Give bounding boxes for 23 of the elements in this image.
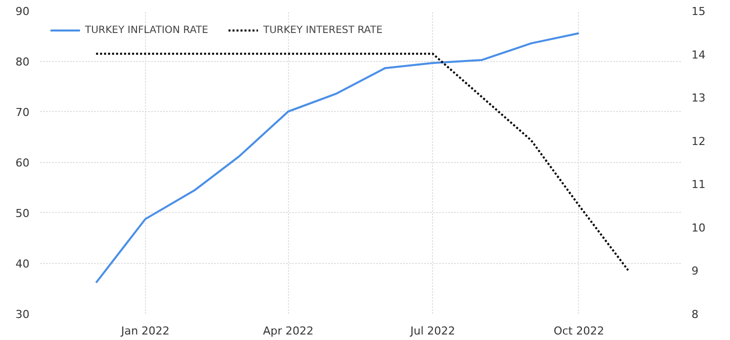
y-tick-label: 40 [16, 258, 30, 270]
y-tick-label: 60 [16, 156, 30, 170]
y2-tick-label: 8 [692, 308, 698, 321]
y2-tick-label: 15 [692, 5, 706, 18]
legend-label: TURKEY INFLATION RATE [85, 24, 208, 36]
y-tick-label: 30 [16, 308, 30, 321]
y-tick-label: 70 [16, 106, 30, 119]
legend-label: TURKEY INTEREST RATE [263, 24, 383, 36]
y2-tick-label: 10 [692, 221, 706, 234]
y2-tick-label: 11 [692, 178, 706, 192]
y-tick-label: 90 [16, 5, 30, 18]
line-series [95, 52, 630, 272]
x-tick-label: Jul 2022 [409, 324, 456, 338]
y-tick-label: 80 [16, 56, 30, 68]
y2-tick-label: 14 [692, 48, 706, 62]
y2-tick-label: 9 [692, 264, 698, 278]
x-tick-label: Apr 2022 [262, 324, 314, 338]
y2-tick-label: 13 [692, 92, 706, 105]
y2-tick-label: 12 [692, 134, 706, 148]
x-tick-label: Jan 2022 [120, 324, 170, 338]
line-series [95, 32, 580, 284]
x-tick-label: Oct 2022 [554, 324, 604, 338]
y-tick-label: 50 [16, 207, 30, 220]
